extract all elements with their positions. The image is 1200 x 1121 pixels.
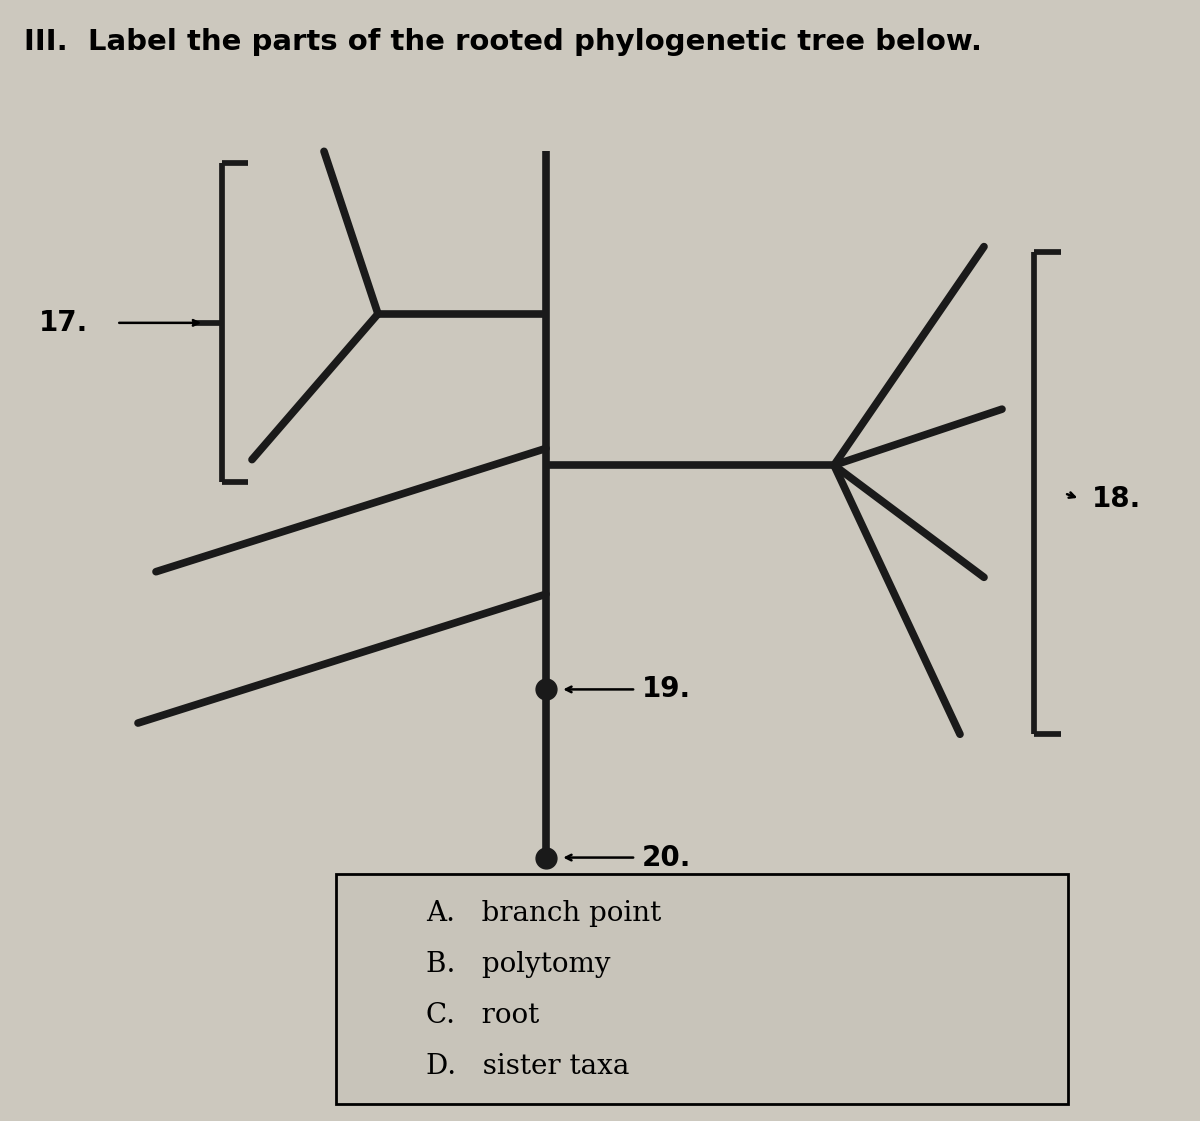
Text: C.   root: C. root (426, 1002, 539, 1029)
FancyBboxPatch shape (336, 874, 1068, 1104)
Text: 18.: 18. (1092, 485, 1141, 512)
Text: 19.: 19. (642, 676, 691, 703)
Text: 20.: 20. (642, 844, 691, 871)
Text: 17.: 17. (38, 309, 88, 336)
Text: D.   sister taxa: D. sister taxa (426, 1053, 629, 1080)
Text: III.  Label the parts of the rooted phylogenetic tree below.: III. Label the parts of the rooted phylo… (24, 28, 982, 56)
Text: A.   branch point: A. branch point (426, 900, 661, 927)
Text: B.   polytomy: B. polytomy (426, 951, 611, 978)
